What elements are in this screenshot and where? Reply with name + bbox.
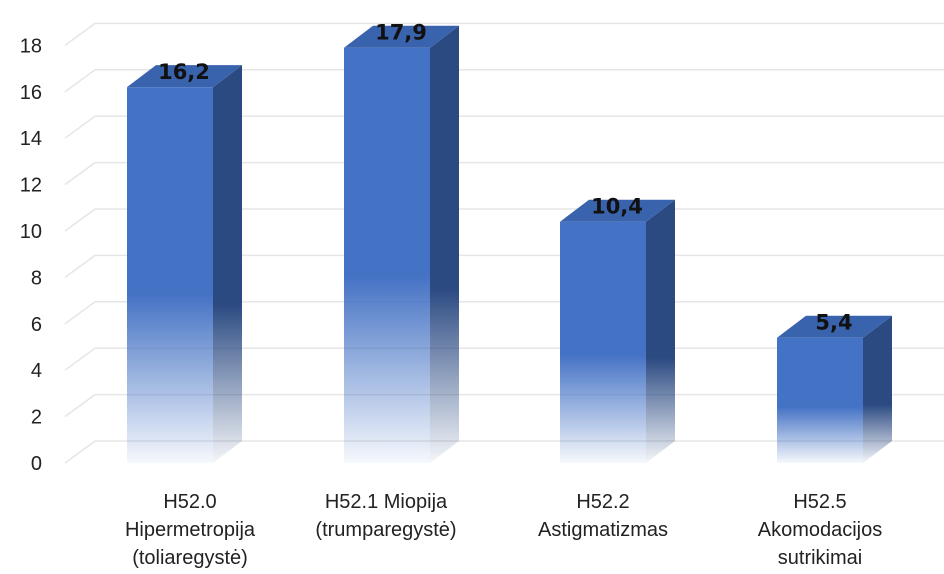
bar-front [127, 87, 213, 463]
gridline [64, 22, 944, 47]
bar-top [344, 25, 459, 48]
bar-front [344, 47, 430, 463]
y-tick-label: 12 [20, 175, 42, 197]
bar [560, 199, 675, 463]
bar-side [646, 199, 675, 463]
bar [344, 25, 459, 463]
y-tick-label: 8 [31, 267, 42, 289]
bar-front [777, 337, 863, 463]
bar-top [127, 65, 242, 88]
y-tick-label: 0 [31, 453, 42, 475]
data-label: 17,9 [375, 21, 427, 45]
bars [127, 25, 892, 463]
category-label: H52.0 Hipermetropija (toliaregystė) [125, 491, 256, 569]
bar-front [560, 221, 646, 463]
category-labels: H52.0 Hipermetropija (toliaregystė) H52.1 M… [125, 491, 882, 569]
gridline [64, 161, 944, 186]
y-tick-label: 4 [31, 360, 42, 382]
bar-side [213, 65, 242, 463]
gridline [64, 69, 944, 93]
data-label: 10,4 [591, 195, 643, 219]
y-tick-label: 14 [20, 128, 42, 150]
gridlines [64, 22, 944, 464]
category-label: H52.5 Akomodacijos sutrikimai [758, 491, 883, 569]
bar [127, 65, 242, 463]
bar-top [777, 315, 892, 338]
y-tick-label: 2 [31, 407, 42, 429]
y-tick-label: 10 [20, 221, 42, 243]
y-tick-label: 16 [20, 82, 42, 104]
data-labels: 16,2 17,9 10,4 5,4 [158, 21, 853, 335]
gridline [64, 115, 944, 139]
bar-side [863, 315, 892, 463]
category-label: H52.2 Astigmatizmas [538, 491, 668, 541]
data-label: 16,2 [158, 60, 210, 84]
bar [777, 315, 892, 463]
data-label: 5,4 [815, 311, 852, 335]
bar-side [430, 25, 459, 463]
bar-top [560, 199, 675, 222]
y-tick-label: 6 [31, 314, 42, 336]
y-axis-ticks: 0 2 4 6 8 10 12 14 16 18 [20, 35, 42, 475]
category-label: H52.1 Miopija (trumparegystė) [315, 491, 456, 541]
y-tick-label: 18 [20, 35, 42, 57]
